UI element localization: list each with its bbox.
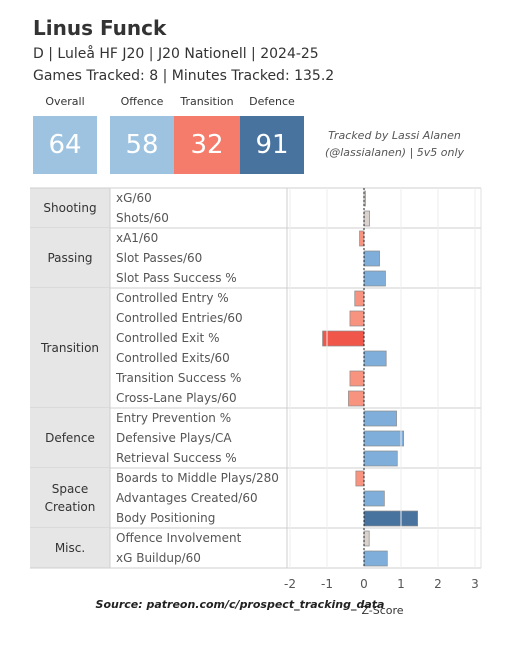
- metric-label: Cross-Lane Plays/60: [116, 391, 237, 405]
- metric-label: Body Positioning: [116, 511, 215, 525]
- group-label: Creation: [45, 500, 96, 514]
- overall-score: 64: [33, 116, 97, 174]
- metric-label: Controlled Exit %: [116, 331, 219, 345]
- zscore-bar: [359, 230, 365, 247]
- metric-label: xG/60: [116, 191, 152, 205]
- metric-label: Slot Pass Success %: [116, 271, 237, 285]
- offence-score: 58: [110, 116, 174, 174]
- zscore-bar: [354, 290, 365, 307]
- group-cell: [30, 468, 110, 528]
- zscore-bar: [363, 490, 385, 507]
- zscore-bar: [363, 430, 404, 447]
- metric-label: Advantages Created/60: [116, 491, 258, 505]
- zscore-bar: [363, 530, 370, 547]
- metric-label: xA1/60: [116, 231, 158, 245]
- zscore-bar: [363, 270, 386, 287]
- transition-score-label: Transition: [180, 95, 234, 108]
- offence-score-label: Offence: [120, 95, 164, 108]
- group-label: Shooting: [43, 201, 96, 215]
- games-tracked: Games Tracked: 8 | Minutes Tracked: 135.…: [33, 68, 335, 84]
- tracked-by-credit: Tracked by Lassi Alanen (@lassialanen) |…: [312, 127, 477, 161]
- player-name: Linus Funck: [33, 16, 167, 40]
- defence-score: 91: [240, 116, 304, 174]
- metric-label: Transition Success %: [115, 371, 241, 385]
- group-cell: [30, 228, 110, 288]
- zscore-bar: [363, 210, 370, 227]
- group-label: Space: [52, 482, 89, 496]
- zscore-bar: [363, 410, 397, 427]
- zscore-bar: [355, 470, 365, 487]
- x-tick-label: 3: [471, 577, 479, 591]
- x-tick-label: 2: [434, 577, 442, 591]
- zscore-bar: [363, 550, 388, 567]
- transition-score: 32: [174, 116, 240, 174]
- group-label: Misc.: [55, 541, 85, 555]
- defence-score-label: Defence: [249, 95, 295, 108]
- metric-label: Slot Passes/60: [116, 251, 202, 265]
- credit-line-2: (@lassialanen) | 5v5 only: [324, 146, 465, 159]
- group-label: Passing: [47, 251, 92, 265]
- source-note: Source: patreon.com/c/prospect_tracking_…: [95, 598, 385, 611]
- metric-label: Controlled Exits/60: [116, 351, 230, 365]
- metric-label: Entry Prevention %: [116, 411, 231, 425]
- zscore-bar: [322, 330, 365, 347]
- zscore-bar: [363, 450, 398, 467]
- zscore-bar: [349, 370, 365, 387]
- overall-score-label: Overall: [45, 95, 85, 108]
- x-axis-label: Z-Score: [361, 604, 403, 617]
- metric-label: Controlled Entry %: [116, 291, 229, 305]
- group-label: Transition: [40, 341, 99, 355]
- x-tick-label: -1: [321, 577, 333, 591]
- metric-label: Shots/60: [116, 211, 169, 225]
- player-info: D | Luleå HF J20 | J20 Nationell | 2024-…: [33, 46, 319, 62]
- metric-label: Controlled Entries/60: [116, 311, 243, 325]
- zscore-bar: [348, 390, 365, 407]
- metric-label: Offence Involvement: [116, 531, 242, 545]
- zscore-bar: [363, 350, 387, 367]
- zscore-bar: [363, 190, 366, 207]
- group-cell: [30, 288, 110, 408]
- group-label: Defence: [45, 431, 95, 445]
- credit-line-1: Tracked by Lassi Alanen: [328, 129, 461, 142]
- x-tick-label: 1: [397, 577, 405, 591]
- zscore-bar: [363, 250, 380, 267]
- metric-label: Defensive Plays/CA: [116, 431, 232, 445]
- zscore-bar: [363, 510, 419, 527]
- group-cell: [30, 408, 110, 468]
- group-cell: [30, 188, 110, 228]
- metric-label: Retrieval Success %: [116, 451, 237, 465]
- x-tick-label: -2: [284, 577, 296, 591]
- x-tick-label: 0: [360, 577, 368, 591]
- metric-label: Boards to Middle Plays/280: [116, 471, 279, 485]
- metric-label: xG Buildup/60: [116, 551, 201, 565]
- zscore-bar: [349, 310, 365, 327]
- group-cell: [30, 528, 110, 568]
